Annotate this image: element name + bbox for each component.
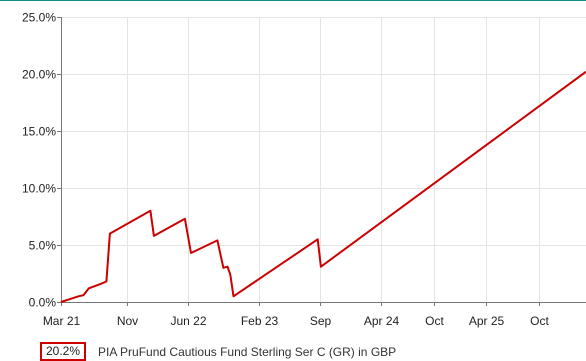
x-tick-label: Oct <box>425 314 444 328</box>
y-tick-label: 5.0% <box>29 239 57 253</box>
line-chart: 25.0% 20.0% 15.0% 10.0% 5.0% 0.0% Mar 21 Nov Jun… <box>0 0 586 328</box>
y-tick-label: 15.0% <box>22 125 56 139</box>
series-line <box>60 70 586 303</box>
x-tick-label: Jun 22 <box>170 314 206 328</box>
x-tick-label: Apr 25 <box>469 314 505 328</box>
x-tick-label: Mar 21 <box>43 314 81 328</box>
legend: 20.2% PIA PruFund Cautious Fund Sterling… <box>40 342 396 361</box>
final-value-badge: 20.2% <box>40 342 87 361</box>
y-tick-label: 10.0% <box>22 182 56 196</box>
x-tick-label: Sep <box>310 314 332 328</box>
x-tick-label: Oct <box>530 314 549 328</box>
x-tick-label: Feb 23 <box>241 314 279 328</box>
x-tick-label: Nov <box>117 314 138 328</box>
x-tick-label: Apr 24 <box>364 314 400 328</box>
y-tick-label: 25.0% <box>22 11 56 25</box>
y-tick-label: 20.0% <box>22 68 56 82</box>
legend-series-name: PIA PruFund Cautious Fund Sterling Ser C… <box>98 344 397 359</box>
y-tick-label: 0.0% <box>29 296 57 310</box>
